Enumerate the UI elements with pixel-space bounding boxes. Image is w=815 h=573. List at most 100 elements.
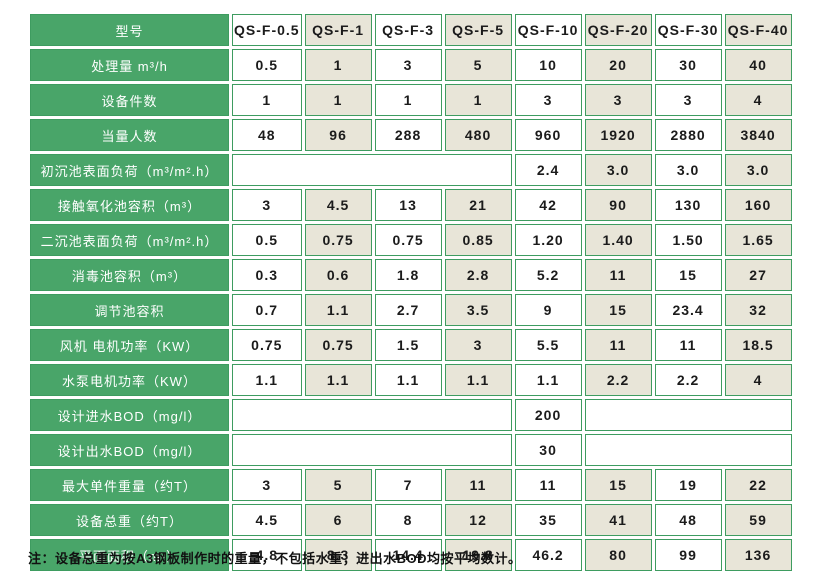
data-cell: 5 — [304, 469, 372, 501]
data-cell: 15 — [584, 294, 652, 326]
data-cell: 15 — [654, 259, 722, 291]
model-header-cell: QS-F-5 — [444, 14, 512, 46]
data-cell: 18.5 — [724, 329, 792, 361]
spec-table-body: 型号 QS-F-0.5 QS-F-1 QS-F-3 QS-F-5 QS-F-10 QS-F-… — [30, 14, 792, 571]
data-cell: 11 — [514, 469, 582, 501]
data-cell: 9 — [514, 294, 582, 326]
data-cell: 21 — [444, 189, 512, 221]
data-cell: 2.7 — [374, 294, 442, 326]
data-cell: 3.0 — [654, 154, 722, 186]
data-cell: 13 — [374, 189, 442, 221]
data-cell: 0.5 — [232, 224, 302, 256]
spec-table-container: 型号 QS-F-0.5 QS-F-1 QS-F-3 QS-F-5 QS-F-10 QS-F-… — [27, 11, 795, 573]
data-cell: 1.8 — [374, 259, 442, 291]
data-cell: 20 — [584, 49, 652, 81]
empty-merged-cell — [232, 154, 512, 186]
model-header-cell: QS-F-40 — [724, 14, 792, 46]
data-cell: 23.4 — [654, 294, 722, 326]
data-cell: 2.2 — [654, 364, 722, 396]
data-cell: 90 — [584, 189, 652, 221]
row-label: 设计出水BOD（mg/l） — [30, 434, 229, 466]
model-header-cell: QS-F-0.5 — [232, 14, 302, 46]
data-cell: 0.3 — [232, 259, 302, 291]
data-cell: 30 — [514, 434, 582, 466]
data-cell: 4.5 — [304, 189, 372, 221]
data-cell: 11 — [444, 469, 512, 501]
data-cell: 10 — [514, 49, 582, 81]
data-cell: 3 — [232, 469, 302, 501]
row-label: 当量人数 — [30, 119, 229, 151]
data-cell: 4 — [724, 84, 792, 116]
data-cell: 288 — [374, 119, 442, 151]
data-cell: 8 — [374, 504, 442, 536]
data-cell: 27 — [724, 259, 792, 291]
data-cell: 0.75 — [232, 329, 302, 361]
data-cell: 1 — [374, 84, 442, 116]
data-cell: 80 — [584, 539, 652, 571]
data-cell: 136 — [724, 539, 792, 571]
row-label: 设备件数 — [30, 84, 229, 116]
data-cell: 2880 — [654, 119, 722, 151]
data-cell: 1.50 — [654, 224, 722, 256]
table-row: 风机 电机功率（KW） 0.75 0.75 1.5 3 5.5 11 11 18.5 — [30, 329, 792, 361]
data-cell: 19.8 — [444, 539, 512, 571]
table-row: 消毒池容积（m³） 0.3 0.6 1.8 2.8 5.2 11 15 27 — [30, 259, 792, 291]
table-row: 设计出水BOD（mg/l） 30 — [30, 434, 792, 466]
data-cell: 480 — [444, 119, 512, 151]
data-cell: 0.5 — [232, 49, 302, 81]
data-cell: 19 — [654, 469, 722, 501]
table-row: 设计进水BOD（mg/l） 200 — [30, 399, 792, 431]
table-row: 最大单件重量（约T） 3 5 7 11 11 15 19 22 — [30, 469, 792, 501]
data-cell: 12 — [444, 504, 512, 536]
data-cell: 96 — [304, 119, 372, 151]
footnote: 注：设备总重为按A3钢板制作时的重量，不包括水重；进出水BOD均按平均数计。 — [28, 551, 522, 566]
data-cell: 8.3 — [304, 539, 372, 571]
data-cell: 0.75 — [304, 329, 372, 361]
data-cell: 3.5 — [444, 294, 512, 326]
row-label: 平面面积（m²） — [30, 539, 229, 571]
data-cell: 2.4 — [514, 154, 582, 186]
row-label: 初沉池表面负荷（m³/m².h） — [30, 154, 229, 186]
data-cell: 0.75 — [374, 224, 442, 256]
table-row: 调节池容积 0.7 1.1 2.7 3.5 9 15 23.4 32 — [30, 294, 792, 326]
data-cell: 48 — [232, 119, 302, 151]
data-cell: 1 — [304, 49, 372, 81]
model-header-cell: QS-F-10 — [514, 14, 582, 46]
table-row: 平面面积（m²） 4.8 8.3 14.4 19.8 46.2 80 99 136 — [30, 539, 792, 571]
data-cell: 3.0 — [584, 154, 652, 186]
empty-merged-cell — [232, 399, 512, 431]
row-label: 接触氧化池容积（m³） — [30, 189, 229, 221]
row-label: 最大单件重量（约T） — [30, 469, 229, 501]
data-cell: 2.8 — [444, 259, 512, 291]
data-cell: 3 — [232, 189, 302, 221]
row-label: 设备总重（约T） — [30, 504, 229, 536]
data-cell: 1 — [304, 84, 372, 116]
data-cell: 15 — [584, 469, 652, 501]
row-label: 消毒池容积（m³） — [30, 259, 229, 291]
table-row: 当量人数 48 96 288 480 960 1920 2880 3840 — [30, 119, 792, 151]
data-cell: 0.85 — [444, 224, 512, 256]
data-cell: 2.2 — [584, 364, 652, 396]
data-cell: 3 — [514, 84, 582, 116]
row-label: 处理量 m³/h — [30, 49, 229, 81]
data-cell: 35 — [514, 504, 582, 536]
data-cell: 3.0 — [724, 154, 792, 186]
data-cell: 41 — [584, 504, 652, 536]
data-cell: 160 — [724, 189, 792, 221]
data-cell: 4.5 — [232, 504, 302, 536]
empty-merged-cell — [584, 399, 792, 431]
data-cell: 40 — [724, 49, 792, 81]
data-cell: 0.7 — [232, 294, 302, 326]
data-cell: 1.5 — [374, 329, 442, 361]
data-cell: 1 — [232, 84, 302, 116]
table-row: 设备件数 1 1 1 1 3 3 3 4 — [30, 84, 792, 116]
data-cell: 22 — [724, 469, 792, 501]
data-cell: 1.20 — [514, 224, 582, 256]
model-header-cell: QS-F-30 — [654, 14, 722, 46]
data-cell: 48 — [654, 504, 722, 536]
data-cell: 4 — [724, 364, 792, 396]
data-cell: 1.1 — [304, 294, 372, 326]
table-row: 处理量 m³/h 0.5 1 3 5 10 20 30 40 — [30, 49, 792, 81]
model-header-cell: QS-F-1 — [304, 14, 372, 46]
data-cell: 5.5 — [514, 329, 582, 361]
